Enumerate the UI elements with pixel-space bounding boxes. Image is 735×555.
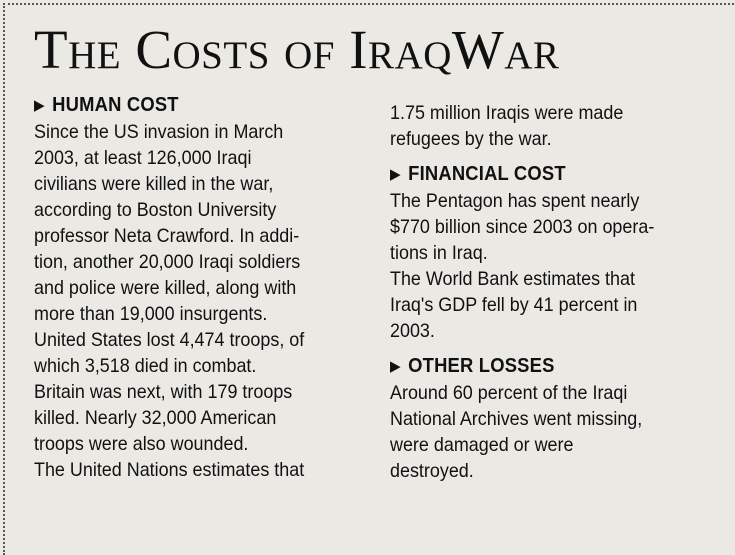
- human-cost-line: troops were also wounded.: [34, 433, 249, 455]
- human-cost-line: The United Nations estimates that: [34, 459, 305, 481]
- human-cost-line: 1.75 million Iraqis were made: [390, 102, 624, 124]
- human-cost-line: civilians were killed in the war,: [34, 173, 274, 195]
- section-heading-human-cost: ▶ HUMAN COST: [34, 92, 374, 119]
- financial-cost-line: tions in Iraq.: [390, 242, 488, 264]
- section-heading-financial-cost: ▶ FINANCIAL COST: [390, 161, 730, 188]
- human-cost-line: 2003, at least 126,000 Iraqi: [34, 147, 252, 169]
- other-losses-line: National Archives went missing,: [390, 408, 643, 430]
- human-cost-line: United States lost 4,474 troops, of: [34, 329, 305, 351]
- human-cost-line: according to Boston University: [34, 199, 277, 221]
- other-losses-line: Around 60 percent of the Iraqi: [390, 382, 628, 404]
- financial-cost-line: The World Bank estimates that: [390, 268, 635, 290]
- right-column: 1.75 million Iraqis were made refugees b…: [390, 100, 730, 484]
- financial-cost-line: Iraq's GDP fell by 41 percent in: [390, 294, 638, 316]
- human-cost-line: which 3,518 died in combat.: [34, 355, 257, 377]
- dotted-border: [3, 3, 734, 555]
- financial-cost-line: 2003.: [390, 320, 435, 342]
- arrow-right-icon: ▶: [390, 358, 401, 375]
- section-heading-other-losses: ▶ OTHER LOSSES: [390, 353, 730, 380]
- left-column: ▶ HUMAN COST Since the US invasion in Mar…: [34, 92, 374, 483]
- human-cost-line: tion, another 20,000 Iraqi soldiers: [34, 251, 301, 273]
- arrow-right-icon: ▶: [390, 166, 401, 183]
- human-cost-line: Britain was next, with 179 troops: [34, 381, 293, 403]
- financial-cost-line: The Pentagon has spent nearly: [390, 190, 640, 212]
- human-cost-line: killed. Nearly 32,000 American: [34, 407, 277, 429]
- human-cost-line: Since the US invasion in March: [34, 121, 284, 143]
- page-title: The Costs of IraqWar: [34, 19, 560, 80]
- human-cost-line: refugees by the war.: [390, 128, 552, 150]
- arrow-right-icon: ▶: [34, 97, 45, 114]
- other-losses-line: were damaged or were: [390, 434, 574, 456]
- financial-cost-line: $770 billion since 2003 on opera-: [390, 216, 655, 238]
- human-cost-line: and police were killed, along with: [34, 277, 297, 299]
- other-losses-line: destroyed.: [390, 460, 474, 482]
- human-cost-line: more than 19,000 insurgents.: [34, 303, 268, 325]
- human-cost-line: professor Neta Crawford. In addi-: [34, 225, 300, 247]
